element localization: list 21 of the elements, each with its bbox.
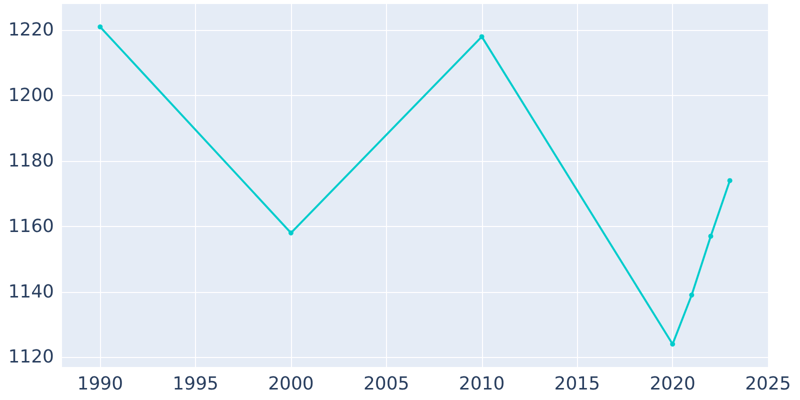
y-tick-label: 1120 [8,346,54,368]
point [727,178,732,184]
x-tick-label: 1990 [77,374,124,394]
x-tick-label: 2010 [458,374,505,394]
point [288,230,294,236]
y-tick-label: 1180 [8,150,54,172]
y-tick-label: 1140 [8,281,54,302]
x-tick-label: 2015 [554,374,600,394]
y-tick-label: 1200 [8,85,54,106]
x-tick-label: 2025 [745,374,791,394]
y-tick-label: 1160 [8,216,54,237]
point [689,292,694,298]
x-tick-label: 2020 [650,374,696,394]
point [670,342,676,347]
y-tick-label: 1220 [8,20,54,41]
x-tick-label: 1995 [172,374,218,394]
x-tick-label: 2000 [268,374,314,394]
x-tick-label: 2005 [363,374,410,394]
point [479,34,484,40]
point [98,24,103,30]
point [708,234,714,239]
